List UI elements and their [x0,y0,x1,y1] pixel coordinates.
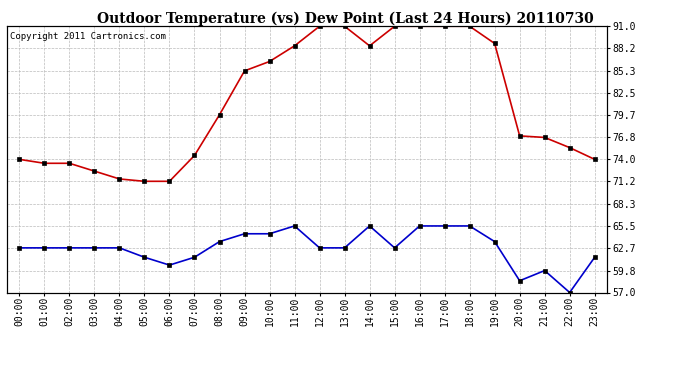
Text: Outdoor Temperature (vs) Dew Point (Last 24 Hours) 20110730: Outdoor Temperature (vs) Dew Point (Last… [97,11,593,26]
Text: Copyright 2011 Cartronics.com: Copyright 2011 Cartronics.com [10,32,166,40]
